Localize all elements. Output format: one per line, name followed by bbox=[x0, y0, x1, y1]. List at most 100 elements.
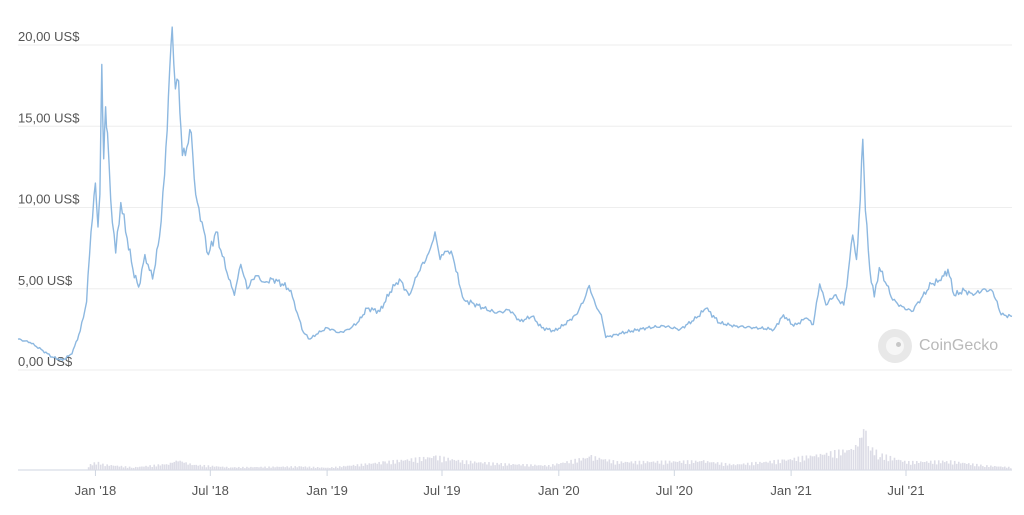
volume-bar bbox=[459, 462, 462, 470]
volume-bar bbox=[862, 429, 865, 470]
volume-bar bbox=[556, 463, 558, 470]
volume-bar bbox=[562, 462, 564, 470]
volume-bar bbox=[1006, 467, 1008, 470]
volume-bar bbox=[692, 462, 695, 470]
volume-bar bbox=[250, 466, 252, 470]
volume-bar bbox=[112, 465, 115, 470]
volume-bar bbox=[536, 465, 538, 470]
volume-bar bbox=[467, 464, 470, 470]
volume-bar bbox=[518, 464, 520, 470]
volume-bar bbox=[484, 462, 486, 470]
volume-bar bbox=[238, 466, 240, 470]
volume-bar bbox=[334, 466, 337, 470]
volume-bar bbox=[572, 463, 574, 470]
volume-bar bbox=[730, 465, 733, 470]
volume-bar bbox=[728, 463, 731, 470]
volume-bar bbox=[424, 459, 427, 470]
volume-bar bbox=[909, 464, 912, 470]
volume-bar bbox=[534, 464, 536, 470]
volume-bar bbox=[746, 462, 749, 470]
volume-bar bbox=[87, 467, 90, 470]
volume-bar bbox=[382, 461, 384, 470]
volume-bar bbox=[486, 464, 488, 470]
volume-bar bbox=[104, 466, 106, 470]
volume-bar bbox=[712, 462, 715, 470]
volume-bar bbox=[867, 446, 870, 470]
volume-bar bbox=[236, 467, 238, 470]
volume-bar bbox=[604, 459, 607, 470]
volume-bar bbox=[348, 465, 351, 470]
volume-bar bbox=[947, 463, 950, 470]
volume-bar bbox=[891, 460, 894, 470]
volume-bar bbox=[887, 461, 890, 470]
volume-bar bbox=[286, 466, 288, 470]
volume-bar bbox=[777, 459, 780, 470]
volume-bar bbox=[726, 465, 729, 470]
volume-bar bbox=[628, 462, 631, 470]
volume-bar bbox=[807, 458, 810, 470]
volume-bar bbox=[799, 462, 802, 470]
volume-bar bbox=[795, 461, 798, 470]
volume-bar bbox=[885, 454, 888, 470]
volume-bar bbox=[116, 465, 119, 470]
volume-bar bbox=[346, 465, 349, 470]
volume-bar bbox=[390, 464, 392, 470]
volume-bar bbox=[447, 457, 449, 470]
volume-bar bbox=[370, 463, 373, 470]
volume-bar bbox=[844, 452, 846, 470]
volume-bar bbox=[203, 464, 206, 470]
volume-bar bbox=[903, 460, 906, 470]
volume-bar bbox=[282, 466, 284, 470]
volume-bar bbox=[919, 461, 922, 470]
volume-bar bbox=[336, 467, 339, 470]
volume-bar bbox=[716, 462, 719, 470]
volume-bar bbox=[988, 467, 990, 470]
volume-bar bbox=[937, 460, 940, 470]
volume-bar bbox=[757, 464, 759, 470]
volume-bar bbox=[110, 465, 113, 470]
volume-bar bbox=[929, 460, 932, 470]
volume-bar bbox=[290, 466, 292, 470]
volume-bar bbox=[477, 462, 480, 470]
volume-bar bbox=[771, 463, 773, 470]
volume-bar bbox=[455, 460, 458, 470]
volume-bar bbox=[490, 465, 492, 470]
volume-bar bbox=[965, 463, 968, 470]
volume-bar bbox=[897, 459, 900, 470]
volume-bar bbox=[441, 462, 443, 470]
volume-bar bbox=[933, 460, 936, 470]
volume-bar bbox=[165, 464, 168, 470]
volume-bar bbox=[342, 465, 345, 470]
volume-bar bbox=[316, 466, 319, 470]
volume-bar bbox=[594, 456, 597, 470]
volume-bar bbox=[126, 467, 129, 470]
volume-bar bbox=[970, 465, 972, 470]
volume-bar bbox=[566, 461, 568, 470]
volume-bar bbox=[732, 464, 735, 470]
volume-bar bbox=[163, 464, 166, 470]
volume-bar bbox=[787, 459, 790, 470]
volume-bar bbox=[538, 465, 540, 470]
volume-bar bbox=[684, 463, 687, 470]
volume-bar bbox=[205, 467, 208, 470]
volume-bar bbox=[738, 464, 741, 470]
volume-bar bbox=[294, 466, 297, 470]
volume-bar bbox=[670, 462, 673, 470]
volume-bar bbox=[584, 458, 587, 470]
volume-bar bbox=[106, 464, 108, 470]
watermark-text: CoinGecko bbox=[919, 337, 999, 354]
volume-bar bbox=[1000, 466, 1002, 470]
volume-bar bbox=[646, 461, 649, 470]
volume-bar bbox=[852, 449, 855, 470]
price-series bbox=[17, 26, 1013, 361]
volume-bar bbox=[159, 465, 162, 470]
volume-bar bbox=[134, 466, 137, 470]
volume-bar bbox=[352, 464, 355, 470]
volume-bar bbox=[118, 466, 121, 470]
volume-bar bbox=[149, 465, 151, 470]
volume-bar bbox=[840, 455, 842, 470]
volume-bar bbox=[658, 463, 661, 470]
volume-bar bbox=[435, 455, 437, 470]
volume-bar bbox=[408, 460, 411, 470]
volume-bar bbox=[362, 465, 365, 470]
